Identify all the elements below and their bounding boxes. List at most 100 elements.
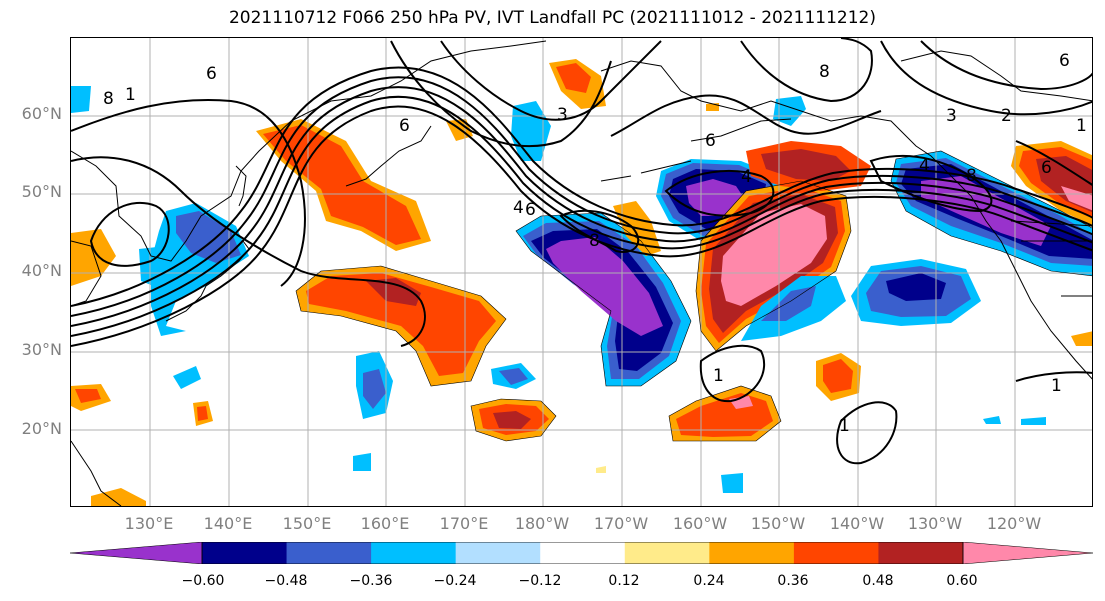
coastline [600, 160, 692, 182]
lon-label-140w: 140°W [829, 514, 885, 533]
lon-label-140e: 140°E [203, 514, 253, 533]
colorbar-left-arrow [70, 542, 203, 564]
contour-label: 6 [525, 200, 536, 220]
pv-contour [71, 76, 1092, 317]
negative-anomaly-region [773, 96, 806, 126]
positive-anomaly-region [1061, 186, 1092, 211]
pv-contour [880, 40, 1092, 116]
colorbar [70, 542, 1094, 564]
positive-anomaly-region [71, 229, 116, 286]
shading-outline [470, 398, 557, 442]
map-panel: 6 8 1 6 3 4 8 6 4 1 1 3 2 6 6 8 8 1 1 6 … [70, 37, 1093, 507]
pv-contour [71, 99, 306, 287]
contour-label: 8 [589, 231, 600, 251]
lon-label-160w: 160°W [672, 514, 728, 533]
colorbar-tick-label: −0.12 [518, 573, 562, 589]
negative-anomaly-region [886, 273, 946, 301]
lon-label-150e: 150°E [282, 514, 332, 533]
colorbar-segment [878, 542, 964, 564]
positive-anomaly-region [366, 278, 421, 306]
contour-label: 1 [713, 366, 724, 386]
lat-label-50: 50°N [21, 182, 62, 201]
negative-anomaly-region [363, 369, 386, 409]
colorbar-segment [286, 542, 372, 564]
positive-anomaly-region [556, 63, 591, 93]
positive-anomaly-region [493, 411, 531, 429]
colorbar-segment [455, 542, 541, 564]
colorbar-tick-label: −0.48 [264, 573, 308, 589]
pv-contours [71, 38, 1092, 465]
pv-contour [740, 38, 873, 103]
lon-label-170w: 170°W [593, 514, 649, 533]
pv-contour [664, 170, 775, 217]
lon-label-130w: 130°W [907, 514, 963, 533]
positive-anomaly-region [721, 204, 827, 306]
coastline [345, 125, 432, 187]
colorbar-segment [793, 542, 879, 564]
negative-anomaly-region [173, 366, 201, 389]
contour-label: 8 [103, 89, 114, 109]
pv-contour [869, 154, 993, 213]
colorbar-segment [709, 542, 795, 564]
colorbar-segment [371, 542, 457, 564]
colorbar-tick-label: 0.60 [946, 573, 978, 589]
pv-contour [1015, 371, 1092, 382]
coastline [900, 50, 1092, 102]
pv-contour [920, 40, 1092, 91]
contour-label: 4 [741, 167, 752, 187]
lon-label-150w: 150°W [750, 514, 806, 533]
contour-label: 1 [125, 85, 136, 105]
contour-label: 8 [819, 62, 830, 82]
contour-label: 6 [1041, 158, 1052, 178]
pv-contour [836, 401, 898, 465]
coastline [235, 165, 247, 207]
colorbar-segment [202, 542, 288, 564]
coastline [71, 240, 102, 307]
contour-label: 8 [966, 166, 977, 186]
colorbar-tick-label: 0.24 [693, 573, 725, 589]
positive-anomaly-region [761, 149, 851, 181]
shading-outline [295, 265, 507, 387]
positive-anomaly-region [75, 389, 101, 403]
colorbar-right-arrow [962, 542, 1094, 564]
positive-anomaly-region [306, 273, 496, 376]
colorbar-tick-label: 0.12 [608, 573, 640, 589]
colorbar-segment [540, 542, 626, 564]
map-title: 2021110712 F066 250 hPa PV, IVT Landfall… [228, 8, 876, 28]
lat-label-30: 30°N [21, 340, 62, 359]
negative-anomaly-region [71, 86, 91, 113]
pv-contour [71, 156, 426, 347]
pv-contour [71, 66, 1092, 307]
colorbar-segments [202, 542, 964, 564]
contour-labels: 6 8 1 6 3 4 8 6 4 1 1 3 2 6 6 8 8 1 1 6 … [103, 51, 1087, 436]
shading-outline [890, 150, 1092, 277]
colorbar-tick-label: −0.24 [433, 573, 477, 589]
pv-contour [699, 344, 766, 403]
contour-label: 6 [206, 64, 217, 84]
pv-contour [71, 95, 1092, 337]
colorbar-frame [201, 542, 964, 564]
negative-anomaly-region [176, 211, 241, 263]
shading-outline [695, 180, 852, 352]
colorbar-tick-label: 0.48 [862, 573, 894, 589]
lat-label-40: 40°N [21, 261, 62, 280]
contour-label: 2 [1001, 106, 1012, 126]
coastline [71, 40, 547, 262]
positive-anomaly-region [197, 406, 208, 421]
pv-contour [1015, 140, 1092, 186]
lat-label-60: 60°N [21, 104, 62, 123]
contour-label: 6 [1059, 51, 1070, 71]
coastline [205, 240, 250, 287]
coastline [690, 118, 792, 142]
pv-contour [440, 40, 662, 121]
pv-contour [89, 201, 170, 267]
colorbar-tick-label: 0.36 [777, 573, 809, 589]
contour-label: 4 [919, 156, 930, 176]
coastline [1010, 220, 1092, 297]
colorbar-segment [624, 542, 710, 564]
pv-contour [71, 86, 1092, 327]
contour-label: 1 [839, 416, 850, 436]
positive-anomaly-region [823, 359, 853, 393]
map-canvas: 6 8 1 6 3 4 8 6 4 1 1 3 2 6 6 8 8 1 1 6 … [71, 38, 1092, 506]
contour-label: 4 [513, 198, 524, 218]
